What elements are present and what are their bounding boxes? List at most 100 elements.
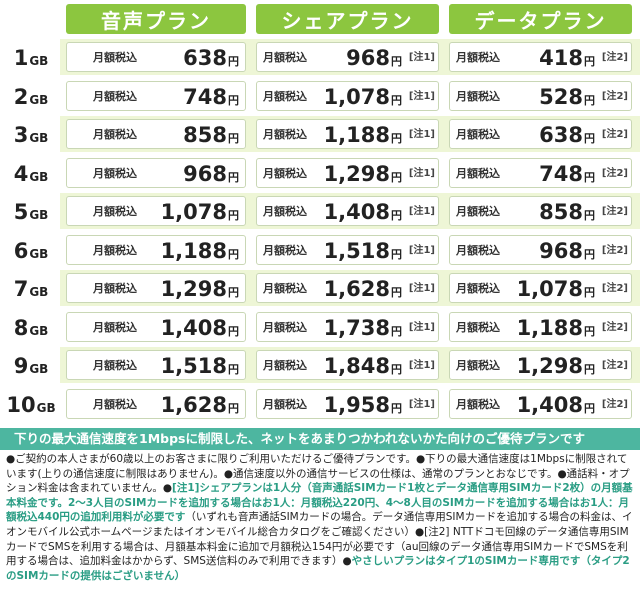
yen-unit: 円 — [584, 209, 595, 222]
price-note: [注1] — [408, 360, 435, 371]
price-amount: 1,188 — [160, 238, 227, 263]
price-cell-share: 月額税込 1,628円 [注1] — [256, 273, 439, 303]
price-label: 月額税込 — [93, 359, 137, 372]
price-label: 月額税込 — [456, 51, 500, 64]
yen-unit: 円 — [584, 170, 595, 184]
price-note: [注1] — [408, 321, 435, 333]
gb-number: 2 — [13, 84, 29, 109]
price-amount: 418 — [539, 46, 583, 70]
price-value: 1,188円 — [161, 236, 239, 266]
yen-unit: 円 — [391, 170, 402, 184]
price-label: 月額税込 — [456, 320, 500, 334]
gb-number: 7 — [13, 277, 29, 301]
gb-label: 3 GB — [6, 119, 56, 151]
price-value: 1,078円 — [161, 197, 239, 227]
yen-unit: 円 — [391, 132, 402, 145]
price-label: 月額税込 — [263, 359, 307, 372]
yen-unit: 円 — [228, 286, 239, 299]
plan-header-voice: 音声プラン — [66, 4, 246, 34]
price-cell-share: 月額税込 1,738円 [注1] — [256, 311, 439, 342]
yen-unit: 円 — [228, 363, 239, 376]
price-cell-voice: 月額税込 858円 — [66, 119, 246, 149]
gb-label: 1 GB — [6, 42, 56, 74]
price-cell-data: 月額税込 1,298円 [注2] — [449, 350, 632, 380]
price-value: 1,628円 — [324, 274, 402, 304]
gb-unit: GB — [29, 208, 49, 222]
price-cell-voice: 月額税込 1,518円 — [66, 350, 246, 380]
gb-unit: GB — [29, 54, 49, 68]
price-note: [注1] — [408, 244, 435, 256]
price-amount: 638 — [183, 46, 227, 70]
price-label: 月額税込 — [263, 320, 307, 334]
gb-number: 8 — [13, 315, 29, 340]
gb-number: 6 — [13, 238, 29, 263]
yen-unit: 円 — [228, 401, 239, 415]
price-amount: 1,078 — [160, 200, 227, 224]
footnote-segment: （いずれも音声通話SIMカードの場合。データ通信専用SIMカードを追加する場合の… — [6, 511, 633, 568]
gb-unit: GB — [29, 246, 49, 261]
price-amount: 748 — [539, 161, 583, 186]
price-label: 月額税込 — [263, 166, 307, 180]
gb-number: 1 — [13, 46, 29, 70]
price-note: [注2] — [601, 129, 628, 140]
gb-unit: GB — [29, 169, 49, 184]
price-label: 月額税込 — [263, 282, 307, 295]
price-value: 418円 — [539, 43, 595, 73]
price-note: [注2] — [601, 321, 628, 333]
yen-unit: 円 — [391, 209, 402, 222]
gb-label: 10 GB — [6, 389, 56, 421]
price-label: 月額税込 — [263, 51, 307, 64]
yen-unit: 円 — [584, 286, 595, 299]
price-label: 月額税込 — [456, 205, 500, 218]
price-cell-data: 月額税込 968円 [注2] — [449, 234, 632, 265]
gb-label: 7 GB — [6, 273, 56, 305]
price-value: 748円 — [183, 82, 239, 112]
price-value: 638円 — [539, 120, 595, 150]
gb-unit: GB — [29, 131, 49, 145]
price-value: 968円 — [346, 43, 402, 73]
price-amount: 1,628 — [323, 277, 390, 301]
price-note: [注1] — [408, 283, 435, 294]
price-note: [注2] — [601, 283, 628, 294]
yen-unit: 円 — [584, 247, 595, 261]
footnote-segment: ●ご契約の本人さまが60歳以上のお客さまに限りご利用いただけるご優待プランです。… — [6, 453, 630, 495]
price-label: 月額税込 — [93, 205, 137, 218]
price-value: 1,188円 — [517, 313, 595, 343]
price-note: [注2] — [601, 398, 628, 410]
price-cell-share: 月額税込 1,298円 [注1] — [256, 157, 439, 189]
price-amount: 968 — [346, 46, 390, 70]
price-note: [注1] — [408, 129, 435, 140]
price-label: 月額税込 — [456, 243, 500, 257]
price-label: 月額税込 — [456, 397, 500, 411]
footnotes: ●ご契約の本人さまが60歳以上のお客さまに限りご利用いただけるご優待プランです。… — [6, 452, 636, 583]
price-amount: 1,958 — [323, 392, 390, 417]
price-label: 月額税込 — [93, 89, 137, 103]
price-amount: 1,298 — [160, 277, 227, 301]
price-value: 638円 — [183, 43, 239, 73]
price-value: 1,518円 — [324, 236, 402, 266]
price-value: 748円 — [539, 159, 595, 189]
price-note: [注2] — [601, 52, 628, 63]
gb-label: 8 GB — [6, 312, 56, 344]
price-label: 月額税込 — [93, 128, 137, 141]
price-cell-voice: 月額税込 1,298円 — [66, 273, 246, 303]
price-value: 1,298円 — [161, 274, 239, 304]
price-cell-voice: 月額税込 968円 — [66, 157, 246, 188]
price-note: [注2] — [601, 244, 628, 256]
yen-unit: 円 — [228, 132, 239, 145]
price-label: 月額税込 — [93, 282, 137, 295]
price-amount: 528 — [539, 84, 583, 109]
gb-label: 9 GB — [6, 350, 56, 382]
price-label: 月額税込 — [456, 282, 500, 295]
price-label: 月額税込 — [263, 243, 307, 257]
price-label: 月額税込 — [263, 89, 307, 103]
price-amount: 1,298 — [323, 161, 390, 186]
price-cell-share: 月額税込 968円 [注1] — [256, 42, 439, 72]
gb-number: 3 — [13, 123, 29, 147]
price-note: [注1] — [408, 398, 435, 410]
price-label: 月額税込 — [456, 359, 500, 372]
price-value: 1,298円 — [324, 159, 402, 189]
price-value: 1,298円 — [517, 351, 595, 381]
price-value: 1,848円 — [324, 351, 402, 381]
yen-unit: 円 — [228, 55, 239, 68]
